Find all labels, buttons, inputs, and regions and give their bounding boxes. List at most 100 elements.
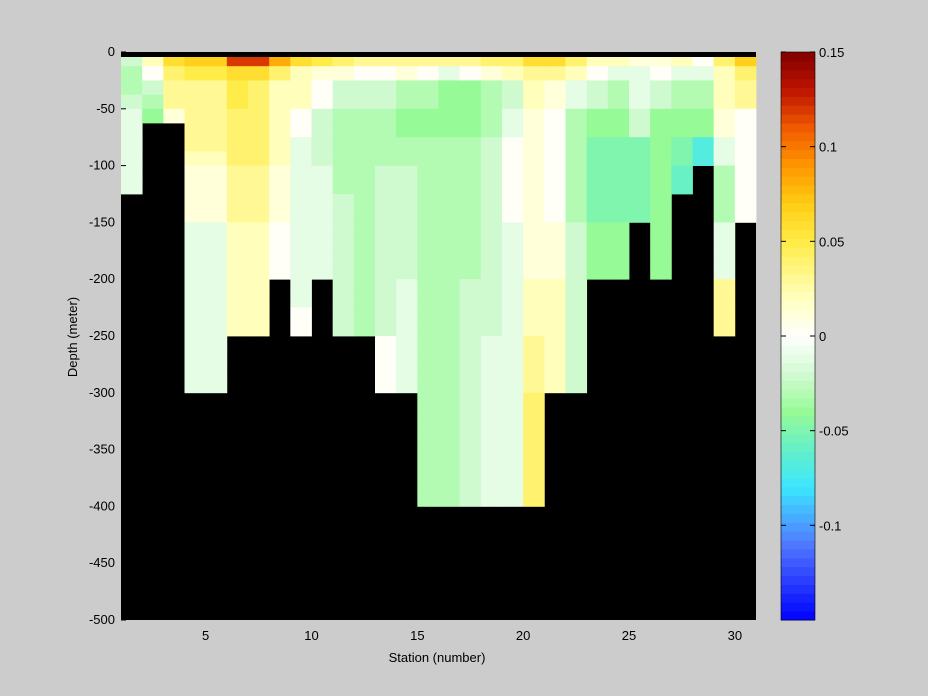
heatmap-cell [480, 236, 503, 252]
colorbar-level [781, 460, 815, 470]
heatmap-cell [396, 208, 418, 223]
heatmap-cell [184, 321, 207, 337]
heatmap-cell [121, 151, 143, 166]
heatmap-cell [502, 478, 524, 493]
heatmap-cell [248, 307, 270, 323]
heatmap-cell [290, 307, 312, 323]
heatmap-cell [565, 66, 588, 81]
heatmap-cell [375, 108, 397, 124]
y-tick-label: -500 [89, 612, 115, 627]
heatmap-cell [269, 250, 291, 266]
heatmap-cell [353, 165, 376, 181]
heatmap-cell [713, 137, 736, 152]
heatmap-cell [459, 492, 482, 507]
heatmap-cell [629, 66, 651, 81]
heatmap-cell [332, 66, 355, 81]
heatmap-cell [523, 108, 545, 124]
colorbar-level [781, 478, 815, 488]
heatmap-cell [184, 194, 207, 209]
heatmap-cell [184, 137, 207, 152]
heatmap-cell [353, 94, 376, 110]
heatmap-cell [184, 151, 207, 166]
heatmap-cell [523, 350, 545, 365]
heatmap-cell [396, 194, 418, 209]
heatmap-cell [523, 364, 545, 379]
heatmap-cell [184, 378, 207, 394]
heatmap-cell [502, 293, 524, 308]
heatmap-cell [226, 94, 249, 110]
y-axis-title: Depth (meter) [65, 297, 80, 377]
heatmap-cell [480, 421, 503, 436]
heatmap-cell [523, 94, 545, 110]
heatmap-cell [438, 66, 461, 81]
heatmap-cell [311, 151, 334, 166]
heatmap-cell [248, 179, 270, 195]
heatmap-cell [734, 108, 757, 124]
heatmap-cell [438, 151, 461, 166]
heatmap-cell [396, 250, 418, 266]
heatmap-cell [565, 80, 588, 95]
heatmap-cell [248, 279, 270, 294]
heatmap-cell [480, 279, 503, 294]
heatmap-cell [523, 449, 545, 465]
heatmap-cell [438, 364, 461, 379]
colorbar-level [781, 486, 815, 497]
heatmap-cell [417, 364, 439, 379]
heatmap-cell [184, 307, 207, 323]
heatmap-cell [565, 250, 588, 266]
heatmap-cell [502, 108, 524, 124]
heatmap-cell [353, 194, 376, 209]
y-tick-label: -250 [89, 328, 115, 343]
heatmap-cell [523, 336, 545, 351]
heatmap-cell [480, 80, 503, 95]
heatmap-cell [205, 378, 228, 394]
colorbar-level [781, 105, 815, 115]
heatmap-cell [480, 293, 503, 308]
heatmap-cell [438, 350, 461, 365]
heatmap-cell [438, 293, 461, 308]
heatmap-cell [459, 307, 482, 323]
heatmap-cell [353, 208, 376, 223]
heatmap-cell [396, 378, 418, 394]
heatmap-cell [353, 293, 376, 308]
heatmap-cell [375, 151, 397, 166]
colorbar-level [781, 442, 815, 452]
heatmap-cell [544, 151, 566, 166]
heatmap-cell [671, 137, 693, 152]
heatmap-cell [311, 137, 334, 152]
colorbar-level [781, 380, 815, 390]
heatmap-cell [480, 392, 503, 408]
heatmap-cell [375, 222, 397, 237]
heatmap-cell [544, 222, 566, 237]
heatmap-cell [565, 364, 588, 379]
colorbar-tick-label: 0.05 [819, 234, 844, 249]
heatmap-cell [459, 108, 482, 124]
colorbar-level [781, 78, 815, 88]
heatmap-cell [650, 250, 672, 266]
heatmap-cell [523, 378, 545, 394]
heatmap-cell [629, 165, 651, 181]
heatmap-cell [184, 179, 207, 195]
heatmap-cell [396, 321, 418, 337]
heatmap-cell [248, 321, 270, 337]
heatmap-cell [142, 80, 164, 95]
heatmap-cell [121, 179, 143, 195]
heatmap-cell [226, 66, 249, 81]
colorbar-level [781, 398, 815, 408]
heatmap-cell [290, 265, 312, 280]
heatmap-cell [375, 336, 397, 351]
heatmap-cell [311, 165, 334, 181]
heatmap-cell [332, 94, 355, 110]
heatmap-cell [544, 108, 566, 124]
heatmap-cell [544, 137, 566, 152]
heatmap-cell [734, 123, 757, 138]
heatmap-cell [544, 364, 566, 379]
heatmap-cell [586, 66, 609, 81]
heatmap-cell [480, 123, 503, 138]
heatmap-cell [417, 94, 439, 110]
heatmap-cell [607, 165, 630, 181]
heatmap-cell [184, 350, 207, 365]
heatmap-cell [459, 350, 482, 365]
colorbar-level [781, 584, 815, 594]
heatmap-cell [523, 194, 545, 209]
